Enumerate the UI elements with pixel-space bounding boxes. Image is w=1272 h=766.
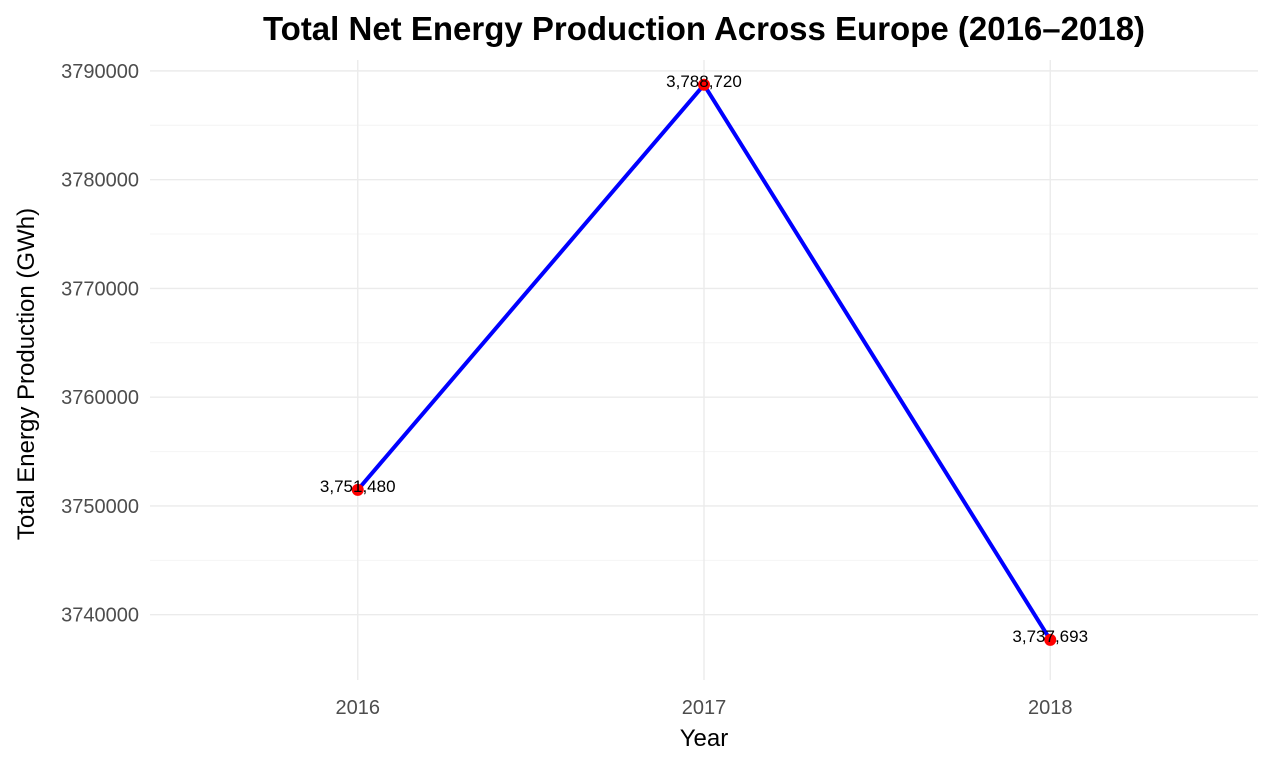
y-tick-label: 3790000 <box>61 61 139 83</box>
grid <box>150 60 1258 680</box>
data-label: 3,751,480 <box>320 477 396 496</box>
x-tick-label: 2018 <box>1028 697 1073 719</box>
data-label: 3,788,720 <box>666 72 742 91</box>
data-point <box>1044 633 1057 646</box>
x-axis-title: Year <box>680 725 729 752</box>
y-tick-label: 3770000 <box>61 278 139 300</box>
data-point <box>351 483 364 496</box>
series-layer <box>351 78 1057 646</box>
chart-title: Total Net Energy Production Across Europ… <box>263 10 1145 47</box>
y-axis-title: Total Energy Production (GWh) <box>13 208 40 540</box>
y-tick-label: 3740000 <box>61 605 139 627</box>
y-tick-label: 3750000 <box>61 496 139 518</box>
x-tick-label: 2017 <box>682 697 727 719</box>
data-label: 3,737,693 <box>1012 627 1088 646</box>
data-point <box>698 78 710 91</box>
x-tick-label: 2016 <box>336 697 381 719</box>
y-tick-label: 3760000 <box>61 387 139 409</box>
labels-layer: 3740000 3750000 3760000 3770000 3780000 37900… <box>61 61 1088 719</box>
y-tick-label: 3780000 <box>61 170 139 192</box>
